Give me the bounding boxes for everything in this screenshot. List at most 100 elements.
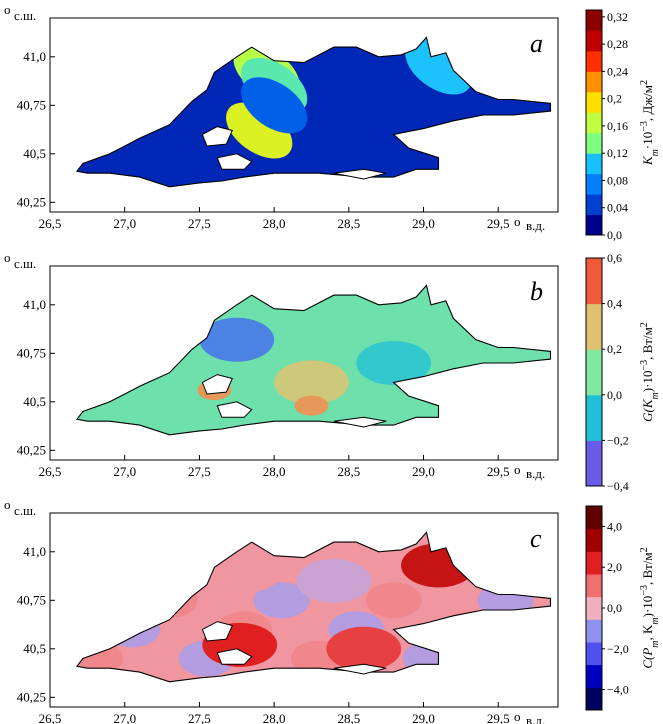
colorbar-title-part: C(P: [640, 648, 655, 669]
colorbar-tick-label: −2,0: [607, 642, 629, 656]
y-tick-label: 40,75: [17, 592, 46, 607]
colorbar: 0,0 0,04 0,08 0,12 0,16 0,2 0,24 0,28 0,32 Km·10−…: [585, 9, 661, 242]
field-feature: [294, 395, 329, 416]
colorbar-title-part: , Дж/м: [640, 85, 655, 121]
coastline: [75, 284, 552, 436]
x-tick-label: 27,5: [188, 216, 211, 231]
field-feature: [199, 317, 275, 362]
panel-b: 26,5 27,0 27,5 28,0 28,5 29,0 29,5 41,0 40,75 40,…: [4, 250, 661, 493]
colorbar-tick-label: 0,16: [607, 119, 628, 133]
field-feature: [296, 558, 372, 603]
colorbar: −0,4 −0,2 0,0 0,2 0,4 0,6 G(Km)·10−3, Вт/м2: [585, 251, 661, 493]
field-patch: [104, 611, 161, 648]
field-patch: [477, 582, 534, 619]
field-patch: [365, 582, 422, 619]
y-tick-label: 40,5: [23, 146, 46, 161]
x-tick-label: 28,5: [337, 711, 360, 724]
field-feature: [206, 549, 282, 594]
colorbar-tick-label: 0,0: [607, 601, 622, 615]
x-tick-label: 29,0: [412, 464, 435, 479]
plot-frame: [49, 17, 559, 213]
x-unit-label: в.д.: [526, 218, 545, 233]
island: [216, 401, 253, 418]
x-tick-label: 28,0: [263, 464, 286, 479]
x-tick-label: 28,5: [337, 216, 360, 231]
x-tick-label: 26,5: [39, 711, 62, 724]
x-tick-label: 28,0: [263, 711, 286, 724]
colorbar-tick-label: 4,0: [607, 519, 622, 533]
island: [201, 621, 233, 642]
x-tick-label: 29,5: [487, 711, 510, 724]
colorbar-title-part: , Вт/м: [640, 327, 655, 360]
y-unit-label: с.ш.: [14, 256, 36, 271]
x-tick-label: 27,0: [113, 711, 136, 724]
field-feature: [132, 292, 207, 337]
panel-letter: c: [530, 524, 542, 553]
colorbar-segment: [586, 214, 602, 236]
y-tick-label: 40,75: [17, 97, 46, 112]
x-tick-label: 27,0: [113, 216, 136, 231]
island: [216, 153, 253, 170]
x-tick-label: 27,0: [113, 464, 136, 479]
x-tick-label: 29,5: [487, 464, 510, 479]
colorbar-title-part: −3: [639, 121, 650, 132]
x-tick-label: 27,5: [188, 711, 211, 724]
colorbar-segment: [586, 258, 602, 305]
y-tick-label: 41,0: [23, 49, 46, 64]
field-patch: [141, 582, 198, 619]
colorbar-frame: [585, 9, 603, 236]
y-tick-label: 40,5: [23, 641, 46, 656]
x-tick-label: 28,5: [337, 464, 360, 479]
colorbar-title-part: −3: [639, 585, 650, 596]
colorbar-tick-label: 0,2: [607, 342, 622, 356]
colorbar-tick-label: 2,0: [607, 560, 622, 574]
colorbar-tick-label: 0,0: [607, 388, 622, 402]
y-tick-label: 40,25: [17, 442, 46, 457]
x-tick-label: 28,0: [263, 216, 286, 231]
colorbar-segment: [586, 528, 602, 552]
colorbar-tick-label: 0,0: [607, 228, 622, 242]
colorbar-title-part: 2: [639, 80, 650, 85]
colorbar-segment: [586, 50, 602, 72]
colorbar-tick-label: 0,4: [607, 297, 622, 311]
island: [333, 168, 387, 180]
colorbar-segment: [586, 112, 602, 134]
colorbar-segment: [586, 173, 602, 195]
sea-field: [76, 37, 551, 187]
colorbar-title-part: , K: [640, 624, 655, 641]
panel-letter: b: [530, 277, 543, 306]
field-feature: [274, 360, 349, 405]
colorbar-segment: [586, 440, 602, 487]
island: [216, 648, 253, 665]
x-unit-label: в.д.: [526, 466, 545, 481]
colorbar-title-part: 2: [639, 322, 650, 327]
field-feature: [326, 626, 402, 671]
degree-mark: о: [4, 250, 11, 265]
x-tick-label: 27,5: [188, 464, 211, 479]
field-patch: [253, 582, 310, 619]
panel-c: 26,5 27,0 27,5 28,0 28,5 29,0 29,5 41,0 40,75 40,…: [4, 497, 661, 724]
colorbar-tick-label: −4,0: [607, 683, 629, 697]
island: [333, 416, 387, 428]
degree-mark: о: [4, 497, 11, 512]
colorbar-title-part: )·10: [640, 596, 655, 618]
field-feature: [356, 341, 432, 385]
panel-a: 26,5 27,0 27,5 28,0 28,5 29,0 29,5 41,0 40,75 40,…: [4, 2, 661, 242]
colorbar-tick-label: 0,2: [607, 92, 622, 106]
island: [201, 374, 233, 395]
panel-letter: a: [530, 29, 543, 58]
colorbar-tick-label: 0,32: [607, 10, 628, 24]
colorbar-title-part: −3: [639, 360, 650, 371]
colorbar-segment: [586, 349, 602, 396]
coastline: [75, 531, 552, 683]
x-tick-label: 26,5: [39, 464, 62, 479]
colorbar-title: Km·10−3, Дж/м2: [639, 80, 661, 166]
plot-frame: [49, 265, 559, 461]
y-tick-label: 40,5: [23, 394, 46, 409]
colorbar-segment: [586, 687, 602, 711]
colorbar-segment: [586, 394, 602, 441]
colorbar-title-part: m: [650, 149, 661, 156]
colorbar-segment: [586, 71, 602, 93]
x-tick-label: 29,5: [487, 216, 510, 231]
